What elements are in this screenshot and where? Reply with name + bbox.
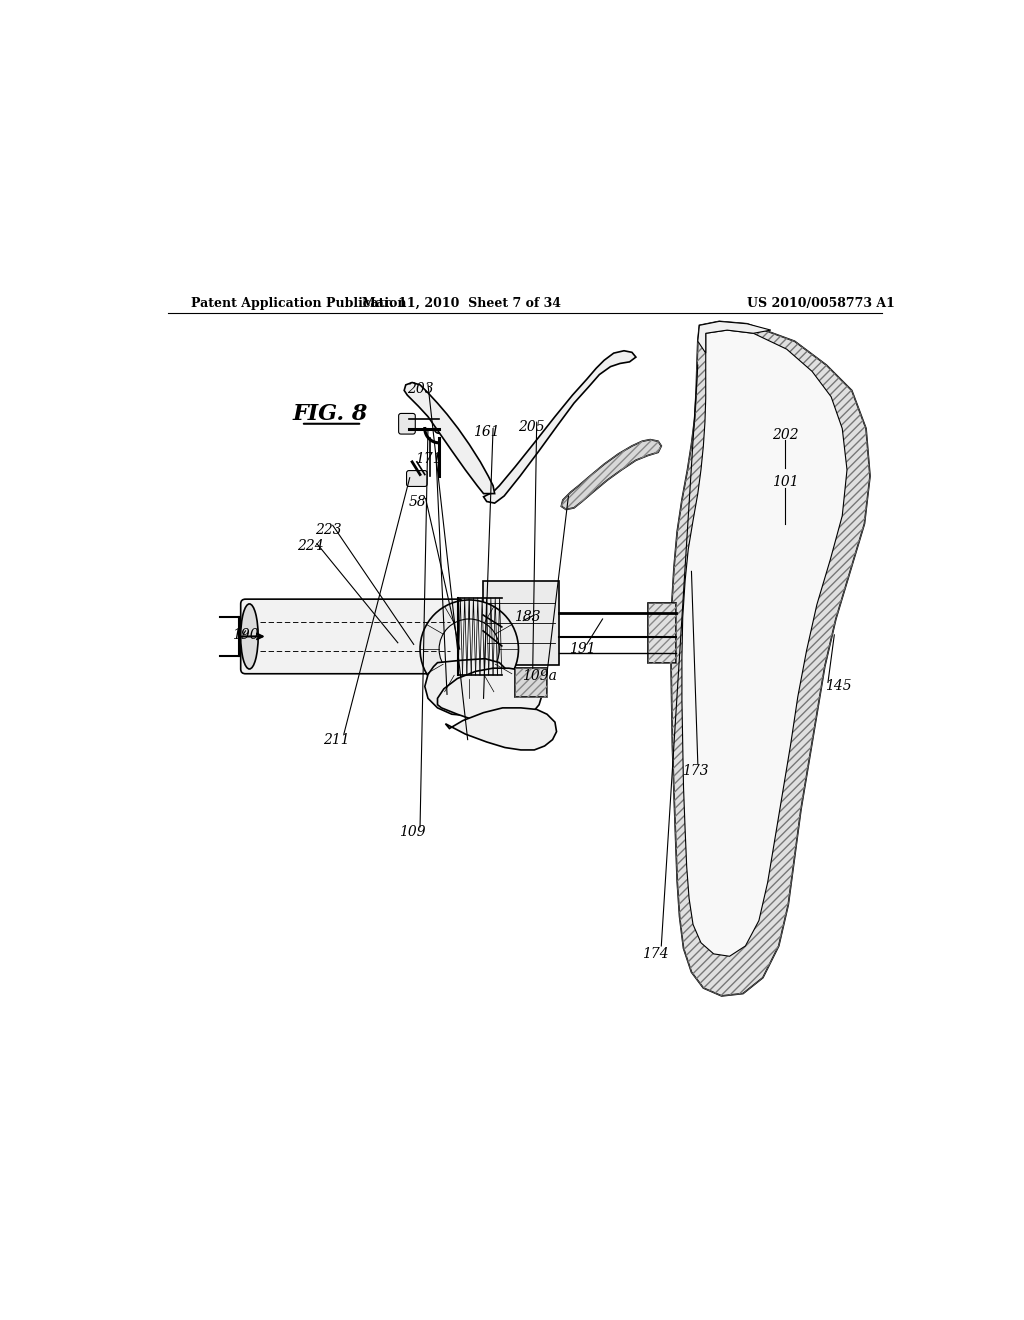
Text: 109: 109 <box>398 825 425 838</box>
Text: 223: 223 <box>314 523 341 537</box>
FancyBboxPatch shape <box>407 471 427 487</box>
Ellipse shape <box>241 605 258 669</box>
Text: 58: 58 <box>409 495 427 508</box>
Circle shape <box>420 599 518 698</box>
Polygon shape <box>515 668 547 697</box>
Polygon shape <box>561 440 662 510</box>
Text: Mar. 11, 2010  Sheet 7 of 34: Mar. 11, 2010 Sheet 7 of 34 <box>361 297 561 310</box>
Text: 145: 145 <box>825 680 852 693</box>
FancyBboxPatch shape <box>398 413 416 434</box>
Text: 101: 101 <box>772 475 799 490</box>
Text: 203: 203 <box>407 381 433 396</box>
Text: FIG. 8: FIG. 8 <box>293 403 368 425</box>
Text: 202: 202 <box>772 428 799 442</box>
Polygon shape <box>483 351 636 503</box>
Polygon shape <box>425 659 511 715</box>
Text: 224: 224 <box>297 539 324 553</box>
Circle shape <box>439 619 500 680</box>
Polygon shape <box>404 383 495 494</box>
Polygon shape <box>648 603 676 663</box>
Text: 174: 174 <box>642 946 669 961</box>
Polygon shape <box>697 321 771 354</box>
Text: US 2010/0058773 A1: US 2010/0058773 A1 <box>748 297 895 310</box>
Text: 211: 211 <box>323 733 349 747</box>
Text: 183: 183 <box>514 610 541 624</box>
Polygon shape <box>445 708 557 750</box>
Text: 109a: 109a <box>521 669 556 684</box>
Text: 190: 190 <box>232 628 259 642</box>
Text: 205: 205 <box>518 420 545 434</box>
FancyBboxPatch shape <box>241 599 463 673</box>
Polygon shape <box>437 668 543 723</box>
Polygon shape <box>671 321 870 997</box>
Text: 161: 161 <box>473 425 500 440</box>
Text: 171: 171 <box>415 451 441 466</box>
Text: 173: 173 <box>682 764 709 779</box>
Text: 191: 191 <box>568 642 595 656</box>
Polygon shape <box>682 330 847 956</box>
Polygon shape <box>483 581 558 664</box>
Text: Patent Application Publication: Patent Application Publication <box>191 297 407 310</box>
